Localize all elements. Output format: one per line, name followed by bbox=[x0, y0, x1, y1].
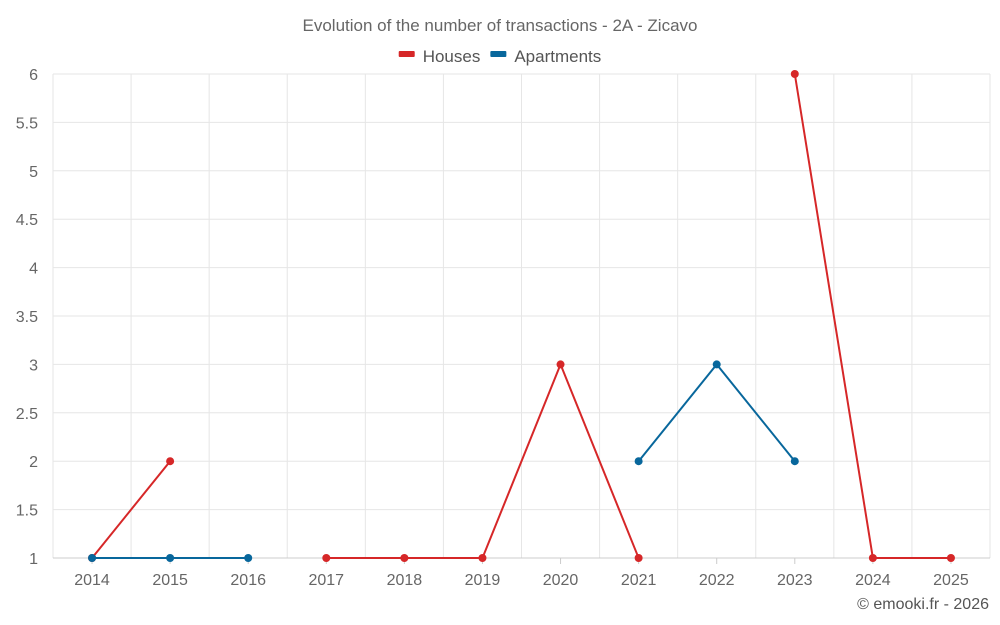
series-houses bbox=[88, 70, 955, 562]
y-tick-label: 2 bbox=[29, 454, 38, 471]
y-tick-label: 2.5 bbox=[16, 406, 38, 423]
x-tick-label: 2018 bbox=[387, 572, 423, 589]
data-point bbox=[88, 554, 97, 562]
x-tick-label: 2014 bbox=[74, 572, 110, 589]
data-point bbox=[322, 554, 331, 562]
series-layer bbox=[88, 70, 955, 562]
x-axis: 2014 2015 2016 2017 2018 2019 2020 2021 2022 2023… bbox=[53, 557, 990, 589]
x-tick-label: 2017 bbox=[308, 572, 344, 589]
y-tick-label: 4 bbox=[29, 261, 38, 278]
data-point bbox=[634, 457, 643, 466]
x-tick-label: 2023 bbox=[777, 572, 813, 589]
x-tick-label: 2022 bbox=[699, 572, 735, 589]
data-point bbox=[166, 554, 175, 562]
data-point bbox=[712, 360, 721, 369]
data-point bbox=[478, 554, 487, 562]
x-tick-label: 2016 bbox=[230, 572, 266, 589]
legend-item-houses[interactable]: Houses bbox=[398, 47, 481, 66]
data-point bbox=[790, 457, 799, 466]
x-tick-label: 2019 bbox=[465, 572, 501, 589]
legend-swatch bbox=[398, 51, 415, 57]
y-tick-label: 1 bbox=[29, 551, 38, 568]
x-tick-label: 2020 bbox=[543, 572, 579, 589]
data-point bbox=[946, 554, 955, 562]
y-tick-label: 6 bbox=[29, 67, 38, 84]
y-tick-label: 5 bbox=[29, 164, 38, 181]
legend[interactable]: Houses Apartments bbox=[398, 47, 602, 66]
data-point bbox=[244, 554, 253, 562]
y-tick-label: 3.5 bbox=[16, 309, 38, 326]
series-line bbox=[91, 460, 171, 559]
legend-item-apartments[interactable]: Apartments bbox=[490, 47, 601, 66]
y-axis: 1 1.5 2 2.5 3 3.5 4 4.5 5 5.5 6 bbox=[16, 67, 38, 568]
data-point bbox=[868, 554, 877, 562]
legend-label: Apartments bbox=[514, 47, 601, 66]
credit-text: © emooki.fr - 2026 bbox=[857, 596, 989, 613]
data-point bbox=[790, 70, 799, 78]
grid bbox=[52, 73, 991, 559]
chart-title: Evolution of the number of transactions … bbox=[303, 16, 698, 35]
x-tick-label: 2021 bbox=[621, 572, 657, 589]
series-apartments bbox=[88, 360, 799, 562]
x-tick-label: 2025 bbox=[933, 572, 969, 589]
legend-label: Houses bbox=[423, 47, 481, 66]
y-tick-label: 1.5 bbox=[16, 503, 38, 520]
y-tick-label: 4.5 bbox=[16, 212, 38, 229]
y-tick-label: 3 bbox=[29, 357, 38, 374]
x-tick-label: 2024 bbox=[855, 572, 891, 589]
x-tick-label: 2015 bbox=[152, 572, 188, 589]
y-tick-label: 5.5 bbox=[16, 115, 38, 132]
data-point bbox=[556, 360, 565, 369]
data-point bbox=[634, 554, 643, 562]
legend-swatch bbox=[490, 51, 507, 57]
data-point bbox=[400, 554, 409, 562]
data-point bbox=[166, 457, 175, 466]
